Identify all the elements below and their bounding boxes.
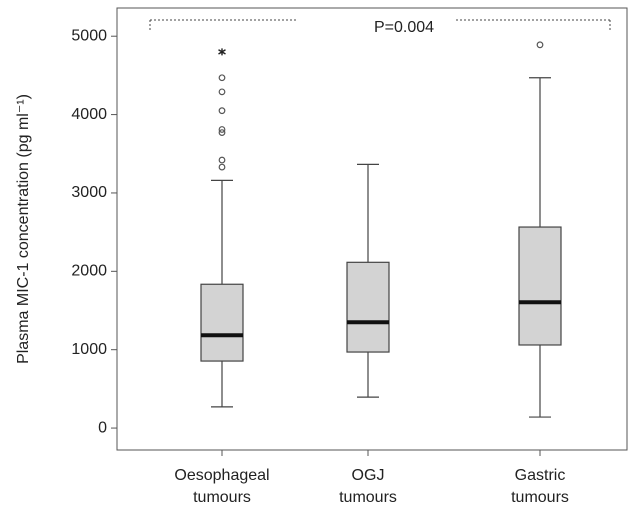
outlier <box>218 107 226 115</box>
outlier <box>218 163 226 171</box>
x-tick-label: Oesophageal tumours <box>174 467 269 506</box>
y-tick-label: 0 <box>98 419 107 436</box>
significance-bracket <box>149 19 611 30</box>
y-tick-label: 1000 <box>71 341 107 358</box>
box <box>518 226 562 346</box>
box <box>346 261 390 353</box>
p-value-annotation: P=0.004 <box>374 19 434 36</box>
y-tick-label: 3000 <box>71 184 107 201</box>
y-axis-label: Plasma MIC-1 concentration (pg ml⁻¹) <box>15 94 32 364</box>
outlier <box>218 88 226 96</box>
y-tick-label: 4000 <box>71 106 107 123</box>
y-tick-label: 2000 <box>71 263 107 280</box>
outlier <box>218 129 226 137</box>
box <box>200 283 244 362</box>
extreme <box>218 48 226 56</box>
x-tick-label: Gastric tumours <box>511 467 569 506</box>
outlier <box>218 74 226 82</box>
outlier <box>218 126 226 133</box>
x-tick-label: OGJ tumours <box>339 467 397 506</box>
y-tick-label: 5000 <box>71 27 107 44</box>
outlier <box>218 156 226 164</box>
outlier <box>536 41 544 49</box>
